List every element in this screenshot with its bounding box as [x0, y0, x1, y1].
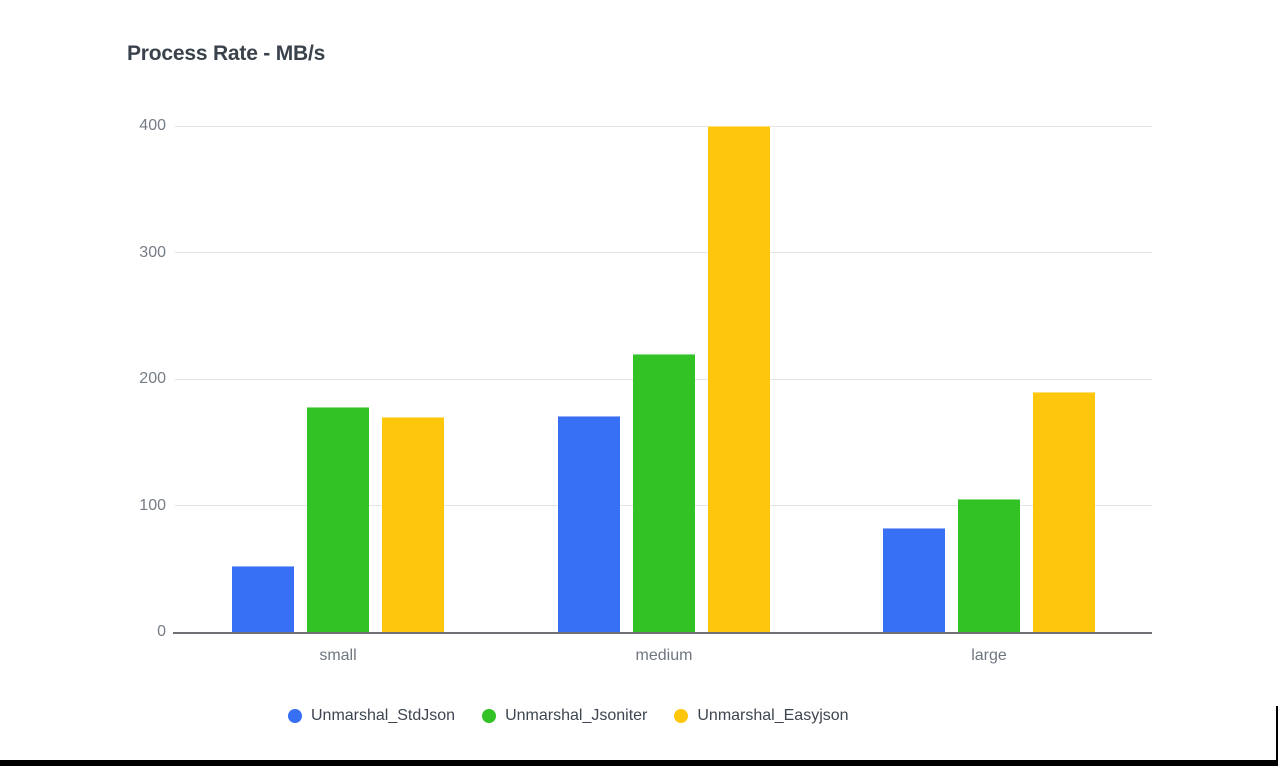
right-edge-black-sliver: [1276, 706, 1278, 766]
y-axis-tick-200: 200: [139, 370, 166, 387]
bar-Unmarshal_Easyjson-medium[interactable]: [708, 126, 770, 632]
plot-area: [173, 125, 1152, 634]
bar-Unmarshal_Jsoniter-medium[interactable]: [633, 354, 695, 632]
x-axis-label-medium: medium: [635, 647, 693, 664]
y-axis-tick-300: 300: [139, 243, 166, 261]
x-axis-label-small: small: [319, 647, 357, 664]
bottom-black-bar: [0, 760, 1278, 766]
bar-Unmarshal_StdJson-small[interactable]: [232, 566, 294, 632]
legend-item-Unmarshal_Easyjson[interactable]: Unmarshal_Easyjson: [674, 707, 849, 725]
bar-Unmarshal_Jsoniter-large[interactable]: [958, 499, 1020, 632]
gridline-400: [175, 125, 1152, 127]
x-axis-line: [173, 632, 1152, 634]
legend-item-Unmarshal_StdJson[interactable]: Unmarshal_StdJson: [288, 707, 455, 725]
y-axis-tick-400: 400: [139, 117, 166, 134]
x-axis-label-large: large: [971, 647, 1007, 664]
chart-title: Process Rate - MB/s: [127, 42, 326, 65]
bar-group-medium: [558, 126, 770, 632]
legend: Unmarshal_StdJson Unmarshal_Jsoniter Unmar…: [288, 705, 849, 727]
legend-item-Unmarshal_Jsoniter[interactable]: Unmarshal_Jsoniter: [482, 707, 647, 725]
bar-Unmarshal_Easyjson-small[interactable]: [382, 417, 444, 632]
bar-Unmarshal_Easyjson-large[interactable]: [1033, 392, 1095, 632]
y-axis-tick-100: 100: [139, 496, 166, 514]
bar-Unmarshal_StdJson-medium[interactable]: [558, 416, 620, 632]
legend-label: Unmarshal_Easyjson: [697, 707, 849, 724]
legend-dot-icon: [288, 709, 302, 723]
legend-dot-icon: [674, 709, 689, 723]
bar-group-large: [883, 126, 1095, 632]
legend-label: Unmarshal_StdJson: [311, 707, 456, 724]
bar-group-small: [232, 126, 444, 632]
y-axis-tick-0: 0: [157, 623, 166, 640]
legend-dot-icon: [482, 709, 497, 723]
bar-Unmarshal_Jsoniter-small[interactable]: [307, 407, 369, 632]
bar-Unmarshal_StdJson-large[interactable]: [883, 528, 945, 632]
legend-label: Unmarshal_Jsoniter: [505, 707, 648, 724]
gridline-300: [175, 252, 1152, 253]
